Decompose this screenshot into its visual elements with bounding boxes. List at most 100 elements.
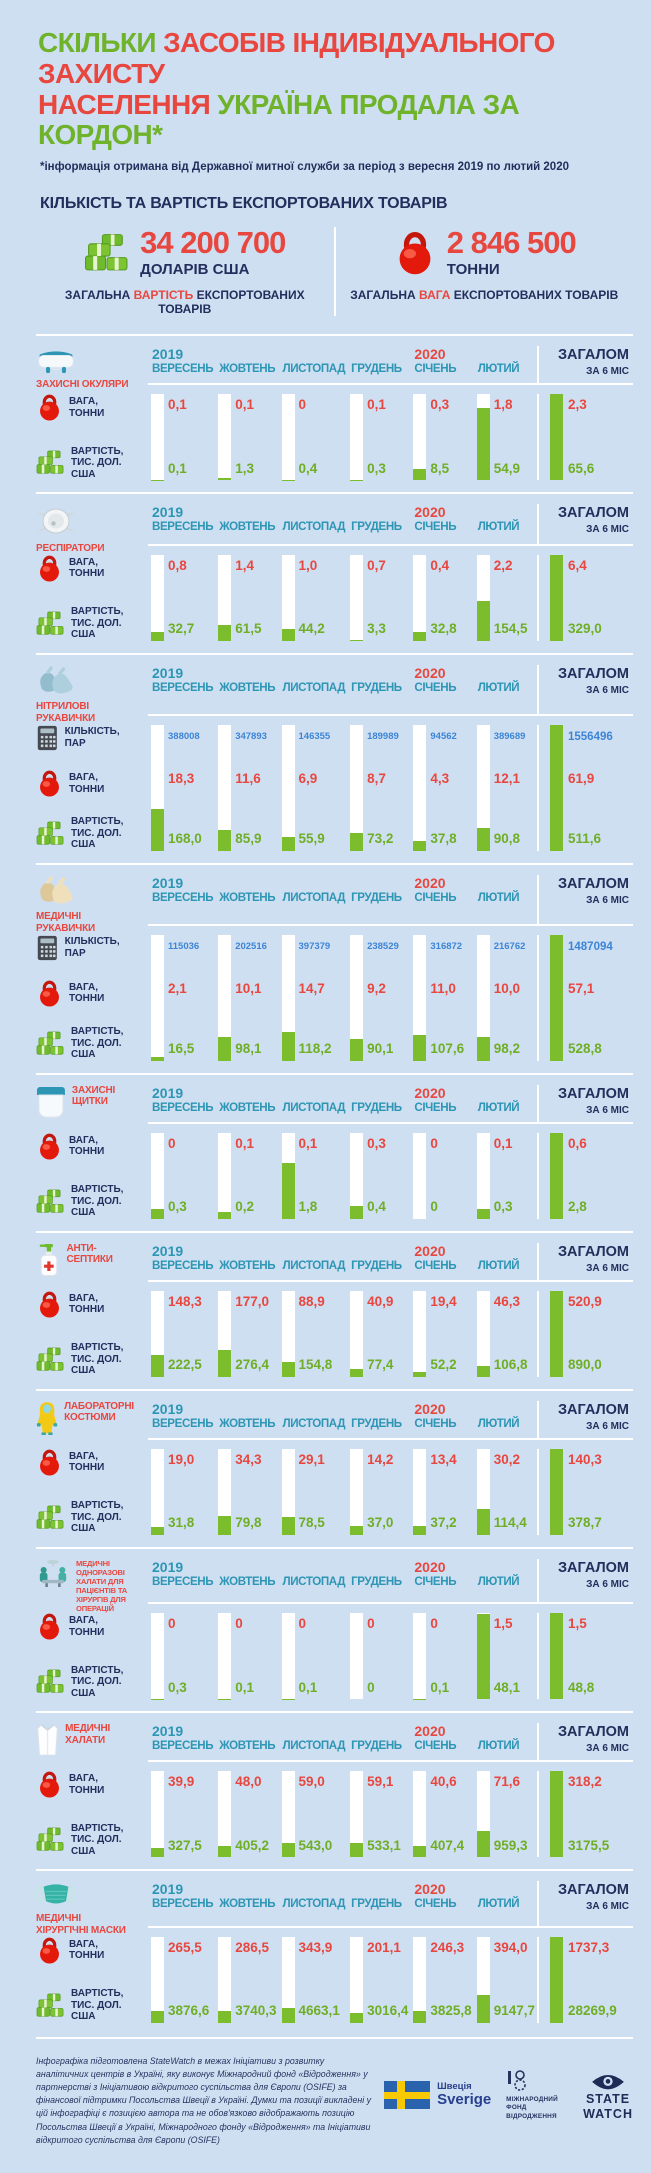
month-header: ЛИСТОПАД [279,1559,348,1605]
year-label [351,346,408,362]
metric-label-weight: ВАГА, ТОННИ [36,770,144,797]
weight-number: 2,1 [168,982,187,996]
value-number: 98,2 [494,1042,520,1056]
money-icon [36,1669,65,1694]
month-bar-fill [477,1366,490,1376]
footer-disclaimer: Інфографіка підготовлена StateWatch в ме… [36,2055,372,2147]
total-label: ЗАГАЛОМ [547,666,629,682]
kettlebell-icon [36,1449,63,1476]
weight-number: 343,9 [299,1941,333,1955]
month-bar [477,1291,490,1377]
weight-total-number: 140,3 [568,1453,602,1467]
quantity-number: 389689 [494,732,526,742]
kettlebell-icon [36,1613,63,1640]
month-bar-fill [413,1846,426,1857]
weight-number: 1,5 [494,1617,513,1631]
total-sublabel: ЗА 6 МІС [547,895,629,906]
metric-label-weight: ВАГА, ТОННИ [36,1291,144,1318]
year-label [219,1401,276,1417]
month-bar [350,1613,363,1699]
total-bar-fill [550,1937,563,2023]
quantity-total-number: 1556496 [568,732,613,744]
month-bar [282,725,295,851]
weight-number: 14,7 [299,982,325,996]
metric-label-weight: ВАГА, ТОННИ [36,1771,144,1798]
month-bar [477,1449,490,1535]
month-label: ЛЮТИЙ [478,1739,535,1752]
value-number: 37,2 [430,1516,456,1530]
weight-number: 29,1 [299,1453,325,1467]
weight-number: 19,0 [168,1453,194,1467]
value-number: 222,5 [168,1358,202,1372]
value-number: 276,4 [235,1358,269,1372]
month-bar-fill [413,1372,426,1377]
month-bar [350,1771,363,1857]
year-label: 2020 [414,346,471,362]
year-label [283,504,346,520]
month-bar-fill [151,809,164,850]
month-header: ЖОВТЕНЬ [215,1243,278,1282]
total-bar [550,1613,563,1699]
month-bar [282,1613,295,1699]
month-bar [218,1771,231,1857]
month-bar [350,1291,363,1377]
month-label: ЛИСТОПАД [283,681,346,694]
month-header: ЛИСТОПАД [279,875,348,926]
metric-labels: ВАГА, ТОННИ ВАРТІСТЬ, ТИС. ДОЛ. США [36,1613,148,1699]
month-bar-fill [350,833,363,851]
weight-number: 0,7 [367,559,386,573]
metric-labels: ВАГА, ТОННИ ВАРТІСТЬ, ТИС. ДОЛ. США [36,1771,148,1857]
month-bar [151,1771,164,1857]
year-label [351,665,408,681]
value-number: 48,1 [494,1681,520,1695]
month-label: СІЧЕНЬ [414,681,471,694]
month-label: ЖОВТЕНЬ [219,891,276,904]
money-icon [36,1993,65,2018]
year-label [478,665,535,681]
month-label: ЛЮТИЙ [478,1575,535,1588]
value-total-number: 3175,5 [568,1839,609,1853]
weight-number: 0,1 [235,398,254,412]
value-total-number: 2,8 [568,1200,587,1214]
month-bar [477,394,490,480]
month-bar [218,935,231,1061]
month-bar [413,1613,426,1699]
metric-label-text: ВАГА, ТОННИ [69,1773,104,1796]
kettlebell-icon [36,555,63,582]
month-bar [151,394,164,480]
medical-gloves-icon [36,875,76,906]
metric-label-text: ВАРТІСТЬ, ТИС. ДОЛ. США [71,446,123,481]
year-label [283,1559,346,1575]
weight-total-number: 57,1 [568,982,594,996]
weight-number: 0 [430,1617,438,1631]
total-bar-fill [550,1291,563,1377]
month-bar [413,555,426,641]
month-label: ЛИСТОПАД [283,520,346,533]
surgery-icon [36,1559,70,1588]
year-label [283,1881,346,1897]
month-label: ЖОВТЕНЬ [219,1739,276,1752]
quantity-number: 216762 [494,942,526,952]
